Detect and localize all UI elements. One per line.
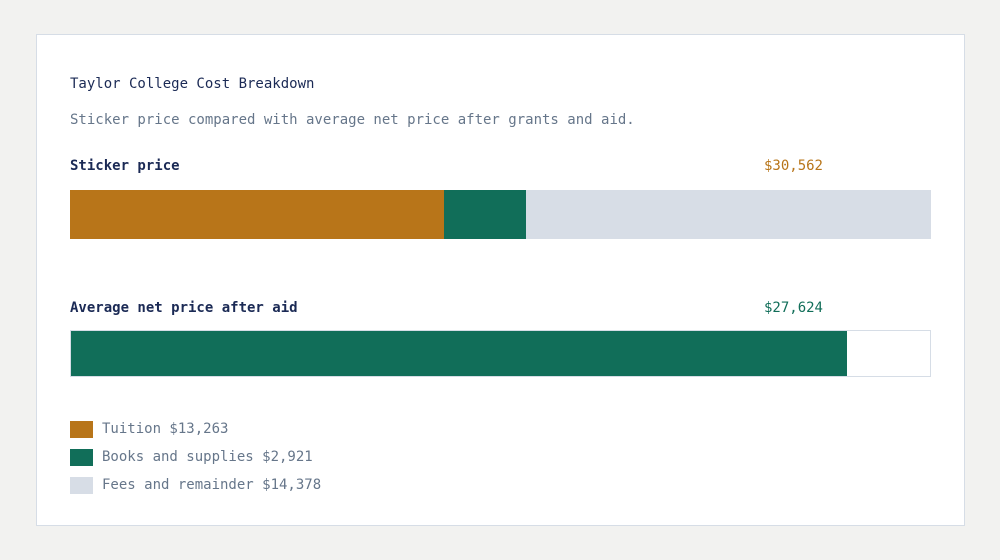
books-swatch — [70, 448, 93, 466]
tuition-swatch — [70, 420, 93, 438]
legend-label: Fees and remainder $14,378 — [102, 477, 322, 493]
legend-item-tuition: Tuition $13,263 — [70, 415, 321, 443]
chart-subtitle: Sticker price compared with average net … — [70, 112, 635, 128]
sticker-price-value: $30,562 — [763, 158, 823, 174]
legend-label: Tuition $13,263 — [102, 421, 229, 437]
legend-item-books: Books and supplies $2,921 — [70, 443, 321, 471]
net-price-bar — [70, 330, 931, 377]
fees-segment — [525, 190, 931, 239]
chart-card: Taylor College Cost Breakdown Sticker pr… — [36, 34, 965, 526]
legend: Tuition $13,263 Books and supplies $2,92… — [70, 415, 321, 499]
legend-item-fees: Fees and remainder $14,378 — [70, 471, 321, 499]
books-segment — [443, 190, 526, 239]
legend-label: Books and supplies $2,921 — [102, 449, 313, 465]
tuition-segment — [70, 190, 444, 239]
net-price-label: Average net price after aid — [70, 300, 298, 316]
sticker-price-bar — [70, 190, 931, 239]
net-price-value: $27,624 — [763, 300, 823, 316]
sticker-price-label: Sticker price — [70, 158, 180, 174]
fees-swatch — [70, 476, 93, 494]
net-price-segment — [71, 331, 848, 376]
chart-title: Taylor College Cost Breakdown — [70, 76, 315, 92]
